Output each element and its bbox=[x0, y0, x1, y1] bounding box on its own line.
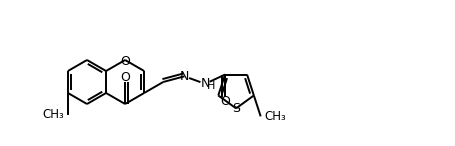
Text: O: O bbox=[120, 71, 130, 84]
Text: O: O bbox=[220, 95, 229, 108]
Text: S: S bbox=[232, 102, 239, 115]
Text: CH₃: CH₃ bbox=[42, 108, 64, 121]
Text: N: N bbox=[200, 77, 209, 90]
Text: H: H bbox=[207, 81, 215, 91]
Text: O: O bbox=[120, 54, 130, 67]
Text: CH₃: CH₃ bbox=[264, 110, 286, 123]
Text: N: N bbox=[179, 70, 189, 83]
